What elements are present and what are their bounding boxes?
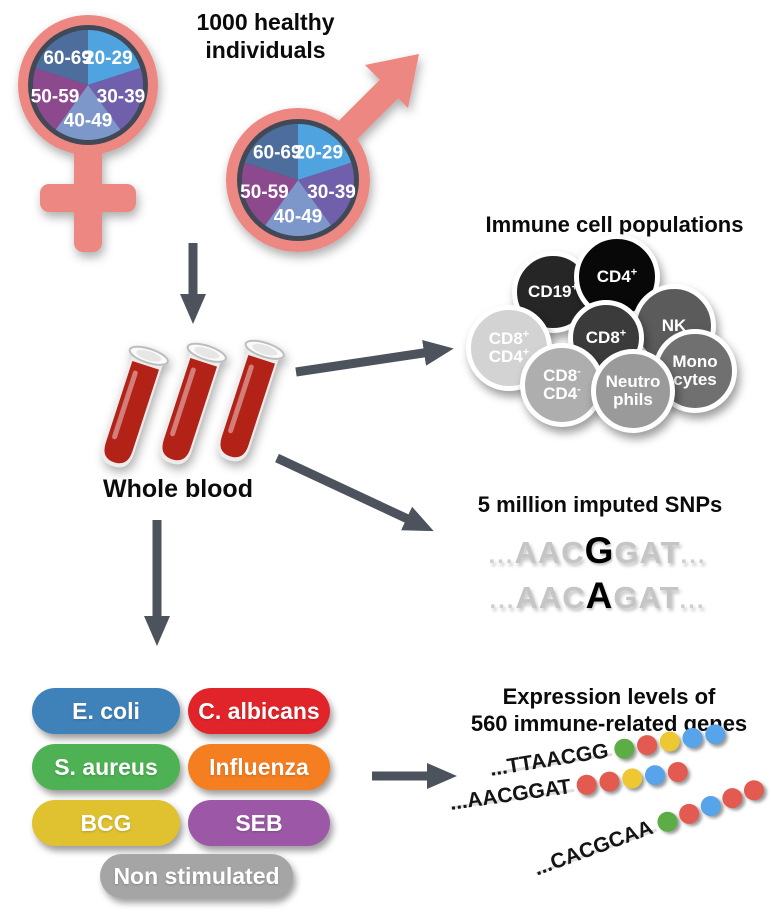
age-slice-label: 30-39 xyxy=(307,182,356,203)
age-slice-label: 60-69 xyxy=(43,48,92,69)
immune-cell-label: CD19+ xyxy=(528,281,578,301)
expression-dot xyxy=(666,760,690,784)
age-slice-label: 20-29 xyxy=(84,48,133,69)
immune-cell-label: CD8+ xyxy=(585,327,627,347)
age-slice xyxy=(55,85,121,141)
expression-dot xyxy=(654,809,681,835)
age-slice-label: 20-29 xyxy=(294,142,343,163)
expression-title-line1: Expression levels of xyxy=(502,684,716,709)
age-slice xyxy=(298,162,354,226)
stimulus-pill: E. coli xyxy=(32,688,180,734)
immune-cell-label: NK xyxy=(661,315,687,335)
arrow-blood-to-immune-cells xyxy=(295,340,454,377)
age-slice xyxy=(298,124,352,180)
age-slice-label: 40-49 xyxy=(274,206,323,227)
age-slice-label: 50-59 xyxy=(240,182,289,203)
blood-tubes xyxy=(101,339,285,468)
snps-title: 5 million imputed SNPs xyxy=(477,492,723,517)
immune-cell-label: CD4+ xyxy=(596,266,638,286)
immune-cell-label: CD8- xyxy=(543,364,581,385)
age-slice-label: 30-39 xyxy=(97,87,146,108)
expression-dot xyxy=(612,737,636,761)
age-slice xyxy=(88,68,143,130)
flow-arrows xyxy=(144,243,457,789)
immune-cell-label: CD4+ xyxy=(488,346,530,366)
stimulus-pill: S. aureus xyxy=(32,744,180,790)
expression-dot xyxy=(621,767,644,790)
expression-dot xyxy=(643,763,667,787)
stimulus-pill: Influenza xyxy=(188,744,330,790)
snp-sequence-line: ...AACGGAT... xyxy=(488,530,707,571)
immune-cell-label: phils xyxy=(613,390,653,409)
immune-cell-label: Mono xyxy=(672,351,718,371)
expression-dot xyxy=(680,726,704,750)
age-slice-label: 50-59 xyxy=(31,87,80,108)
age-slice xyxy=(32,68,88,130)
blood-tube-icon xyxy=(101,345,169,468)
male-age-pie: 20-29 30-39 40-49 50-59 60-69 xyxy=(240,124,356,237)
snp-sequence-line: ...AACAGAT... xyxy=(489,575,706,617)
expression-title: Expression levels of 560 immune-related … xyxy=(448,684,770,738)
stimulus-pill: SEB xyxy=(188,800,330,846)
snp-sequences: ...AACGGAT... ...AACAGAT... xyxy=(425,528,770,618)
age-slice xyxy=(35,30,88,85)
age-slice-label: 40-49 xyxy=(64,111,113,132)
expression-dot xyxy=(635,733,659,757)
stimulus-pill: C. albicans xyxy=(188,688,330,734)
age-slice-label: 60-69 xyxy=(253,142,302,163)
arrow-blood-to-snps xyxy=(275,453,434,532)
expression-dot xyxy=(719,785,746,812)
female-age-pie: 20-29 30-39 40-49 50-59 60-69 xyxy=(31,30,146,141)
immune-cell-label: cytes xyxy=(673,370,717,389)
age-slice xyxy=(244,124,298,180)
whole-blood-label: Whole blood xyxy=(103,475,253,503)
cohort-title: 1000 healthy individuals xyxy=(196,9,335,64)
expression-dot xyxy=(575,773,599,797)
immune-populations-title: Immune cell populations xyxy=(485,212,744,237)
expression-dot xyxy=(703,722,727,746)
age-slice xyxy=(88,30,141,85)
expression-dot xyxy=(697,793,724,819)
blood-tube-icon xyxy=(217,339,285,462)
stimulus-pill: Non stimulated xyxy=(100,854,293,898)
male-symbol-icon: 20-29 30-39 40-49 50-59 60-69 xyxy=(226,54,419,252)
immune-cell-label: CD8+ xyxy=(488,327,530,348)
age-slice xyxy=(265,180,331,237)
immune-cell-circle: Neutro phils xyxy=(591,349,675,433)
expression-dot xyxy=(658,730,681,754)
expression-dot xyxy=(598,770,621,793)
stimulus-pill: BCG xyxy=(32,800,180,846)
age-slice xyxy=(241,162,298,226)
immune-cell-label: Neutro xyxy=(605,371,661,391)
female-symbol-icon: 20-29 30-39 40-49 50-59 60-69 xyxy=(18,15,158,252)
expression-dot xyxy=(676,801,702,827)
immune-cell-label: CD4- xyxy=(543,383,581,403)
blood-tube-icon xyxy=(159,342,227,465)
expression-title-line2: 560 immune-related genes xyxy=(470,710,748,736)
